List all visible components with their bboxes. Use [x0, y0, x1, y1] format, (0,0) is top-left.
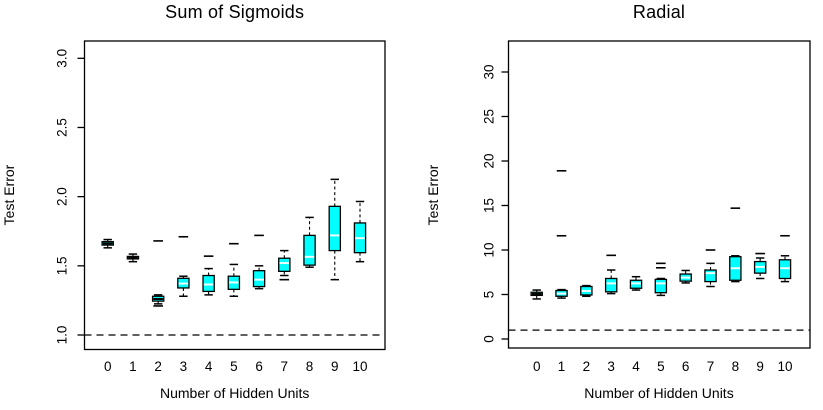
boxplot: [328, 178, 342, 281]
boxplot: [151, 240, 165, 307]
boxplot: [202, 255, 215, 296]
boxplot: [654, 262, 668, 297]
iqr-box: [252, 270, 266, 288]
boxplot: [278, 249, 291, 281]
x-tick-label: 2: [154, 359, 162, 374]
y-tick-label: 2.5: [55, 118, 70, 137]
boxplot: [530, 289, 543, 300]
iqr-box: [704, 269, 717, 283]
iqr-box: [604, 277, 618, 293]
y-tick-label: 5: [482, 291, 497, 299]
boxplot: [353, 200, 367, 263]
right-chart-title: Radial: [633, 2, 685, 22]
left-panel-plot: 1.0 1.5 2.0 2.5 3.0 0 1 2 3 4 5 6 7 8 9 10: [55, 40, 386, 374]
right-panel-plot: 0 5 10 15 20 25 30 0 1 2 3 4 5 6 7 8 9 10: [482, 40, 811, 374]
left-chart-title: Sum of Sigmoids: [165, 2, 304, 22]
boxplot: [126, 253, 140, 263]
y-tick-label: 25: [482, 109, 497, 124]
x-tick-label: 2: [583, 359, 591, 374]
y-tick-label: 2.0: [55, 187, 70, 206]
boxplot: [101, 238, 114, 249]
x-tick-label: 9: [756, 359, 764, 374]
boxplot: [704, 249, 717, 288]
x-tick-label: 8: [306, 359, 314, 374]
iqr-box: [202, 274, 215, 293]
x-tick-label: 5: [230, 359, 238, 374]
y-tick-label: 0: [482, 335, 497, 343]
boxplot: [227, 242, 241, 298]
boxplot: [729, 207, 742, 283]
y-tick-label: 10: [482, 242, 497, 257]
boxplot: [629, 275, 643, 291]
y-tick-label: 1.5: [55, 256, 70, 275]
x-tick-label: 10: [352, 359, 367, 374]
boxplot: [177, 235, 190, 298]
x-tick-label: 3: [180, 359, 188, 374]
boxplot: [580, 284, 593, 298]
iqr-box: [328, 205, 342, 252]
x-tick-label: 6: [682, 359, 690, 374]
x-tick-label: 7: [707, 359, 715, 374]
boxplot: [753, 252, 767, 280]
x-tick-label: 0: [104, 359, 112, 374]
x-tick-label: 0: [533, 359, 541, 374]
x-tick-label: 10: [777, 359, 792, 374]
boxplot: [604, 254, 618, 295]
y-tick-label: 20: [482, 153, 497, 168]
x-tick-label: 4: [632, 359, 640, 374]
boxplot: [778, 234, 792, 283]
boxplot: [679, 269, 692, 284]
y-tick-label: 1.0: [55, 326, 70, 345]
x-tick-label: 4: [205, 359, 213, 374]
x-tick-label: 7: [281, 359, 289, 374]
boxplot: [252, 234, 266, 290]
iqr-box: [654, 278, 668, 294]
boxplot: [303, 216, 316, 268]
y-tick-label: 3.0: [55, 49, 70, 68]
plot-box: [83, 40, 386, 351]
plot-box: [507, 40, 811, 349]
boxplot: [555, 169, 568, 299]
x-tick-label: 6: [255, 359, 263, 374]
x-tick-label: 5: [657, 359, 665, 374]
iqr-box: [303, 234, 316, 266]
right-y-axis-label: Test Error: [425, 164, 441, 225]
y-tick-label: 30: [482, 64, 497, 79]
x-tick-label: 9: [331, 359, 339, 374]
x-tick-label: 8: [732, 359, 740, 374]
x-tick-label: 1: [129, 359, 137, 374]
iqr-box: [278, 257, 291, 273]
x-tick-label: 3: [607, 359, 615, 374]
left-x-axis-label: Number of Hidden Units: [160, 385, 309, 401]
y-tick-label: 15: [482, 198, 497, 213]
right-x-axis-label: Number of Hidden Units: [584, 385, 733, 401]
x-tick-label: 1: [558, 359, 566, 374]
left-y-axis-label: Test Error: [1, 164, 17, 225]
